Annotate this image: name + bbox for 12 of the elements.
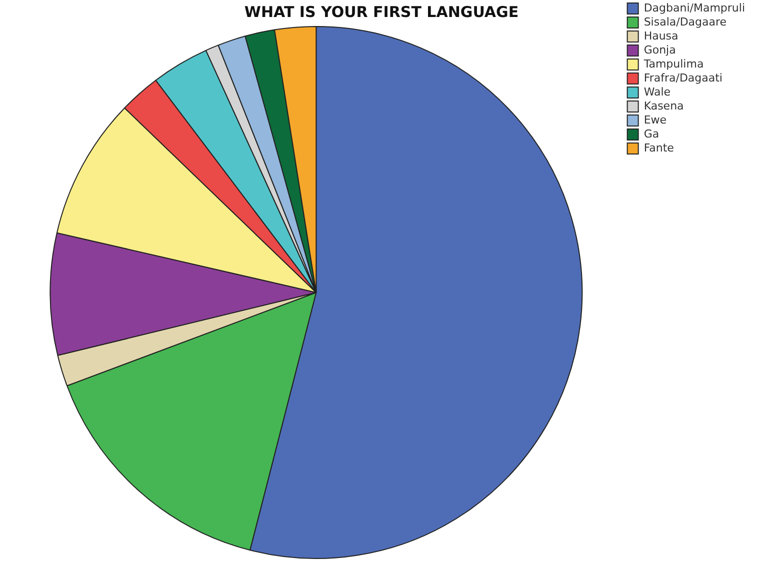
legend-label: Hausa bbox=[644, 29, 678, 42]
legend-label: Gonja bbox=[644, 43, 676, 56]
legend-label: Fante bbox=[644, 141, 674, 154]
legend-label: Ga bbox=[644, 127, 660, 140]
legend-label: Kasena bbox=[644, 99, 684, 112]
legend-label: Tampulima bbox=[642, 57, 704, 70]
legend-label: Sisala/Dagaare bbox=[644, 15, 727, 28]
legend-label: Dagbani/Mampruli bbox=[644, 1, 745, 14]
legend-label: Ewe bbox=[644, 113, 667, 126]
legend-label: Wale bbox=[644, 85, 671, 98]
chart-title: WHAT IS YOUR FIRST LANGUAGE bbox=[244, 2, 519, 21]
legend-label: Frafra/Dagaati bbox=[644, 71, 722, 84]
